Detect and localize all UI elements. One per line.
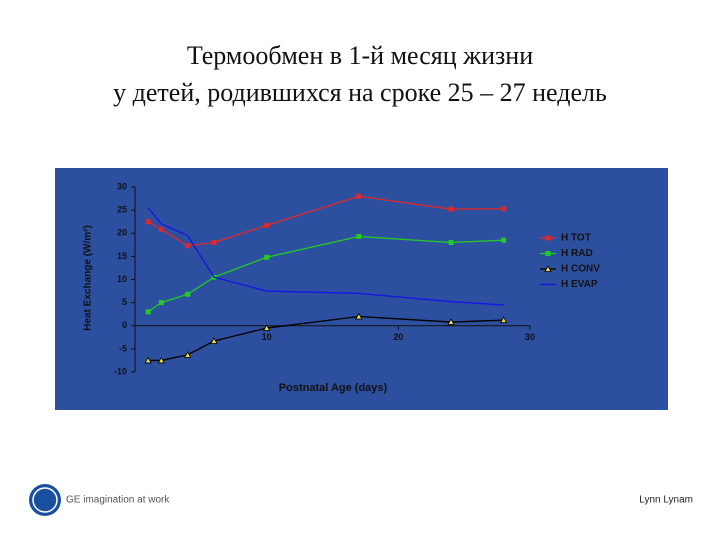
- marker: [501, 206, 507, 212]
- marker: [355, 312, 363, 320]
- x-tick-label: 10: [262, 332, 272, 342]
- marker: [158, 300, 164, 306]
- marker: [501, 237, 507, 243]
- title-line: у детей, родившихся на сроке 25 – 27 нед…: [113, 78, 607, 107]
- marker: [499, 316, 508, 324]
- series-line: [147, 195, 504, 247]
- marker: [145, 309, 151, 315]
- y-tick-label: 20: [117, 228, 127, 238]
- marker: [448, 206, 454, 212]
- y-tick-label: 25: [117, 205, 127, 215]
- marker: [356, 193, 362, 199]
- tagline: GE imagination at work: [66, 495, 170, 506]
- marker: [210, 337, 218, 344]
- marker: [145, 219, 151, 225]
- y-tick-label: 0: [122, 320, 127, 330]
- marker: [264, 254, 270, 260]
- y-tick-label: -10: [114, 366, 127, 376]
- marker: [447, 318, 455, 325]
- series-line: [147, 207, 504, 306]
- marker: [157, 356, 166, 364]
- marker: [183, 351, 192, 358]
- y-tick-label: 15: [117, 251, 127, 261]
- legend-label: H EVAP: [561, 279, 598, 290]
- series-line: [147, 235, 504, 313]
- legend-marker: [544, 265, 552, 272]
- y-tick-label: 30: [117, 181, 127, 191]
- marker: [262, 324, 271, 331]
- ge-logo-ring: [32, 487, 58, 513]
- x-tick-label: 30: [525, 332, 535, 342]
- marker: [185, 243, 191, 249]
- y-tick-label: -5: [119, 343, 127, 353]
- marker: [144, 356, 152, 364]
- title-line: Термообмен в 1-й месяц жизни: [187, 41, 533, 70]
- marker: [356, 233, 362, 239]
- chart-panel: [55, 168, 668, 410]
- y-tick-label: 10: [117, 274, 127, 284]
- marker: [448, 240, 454, 245]
- legend-marker: [545, 235, 551, 241]
- marker: [264, 222, 270, 228]
- marker: [158, 227, 164, 233]
- x-tick-label: 20: [393, 332, 403, 342]
- author: Lynn Lynam: [639, 495, 693, 506]
- x-axis-label: Postnatal Age (days): [279, 382, 388, 394]
- marker: [211, 240, 217, 245]
- ge-logo: [29, 484, 61, 516]
- y-tick-label: 5: [122, 297, 127, 307]
- legend-label: H RAD: [561, 248, 593, 259]
- legend-marker: [545, 251, 551, 256]
- series-line: [148, 315, 504, 362]
- legend-label: H CONV: [561, 264, 600, 275]
- y-axis-label: Heat Exchange (W/m²): [83, 225, 94, 331]
- marker: [185, 291, 191, 297]
- legend-label: H TOT: [561, 233, 591, 244]
